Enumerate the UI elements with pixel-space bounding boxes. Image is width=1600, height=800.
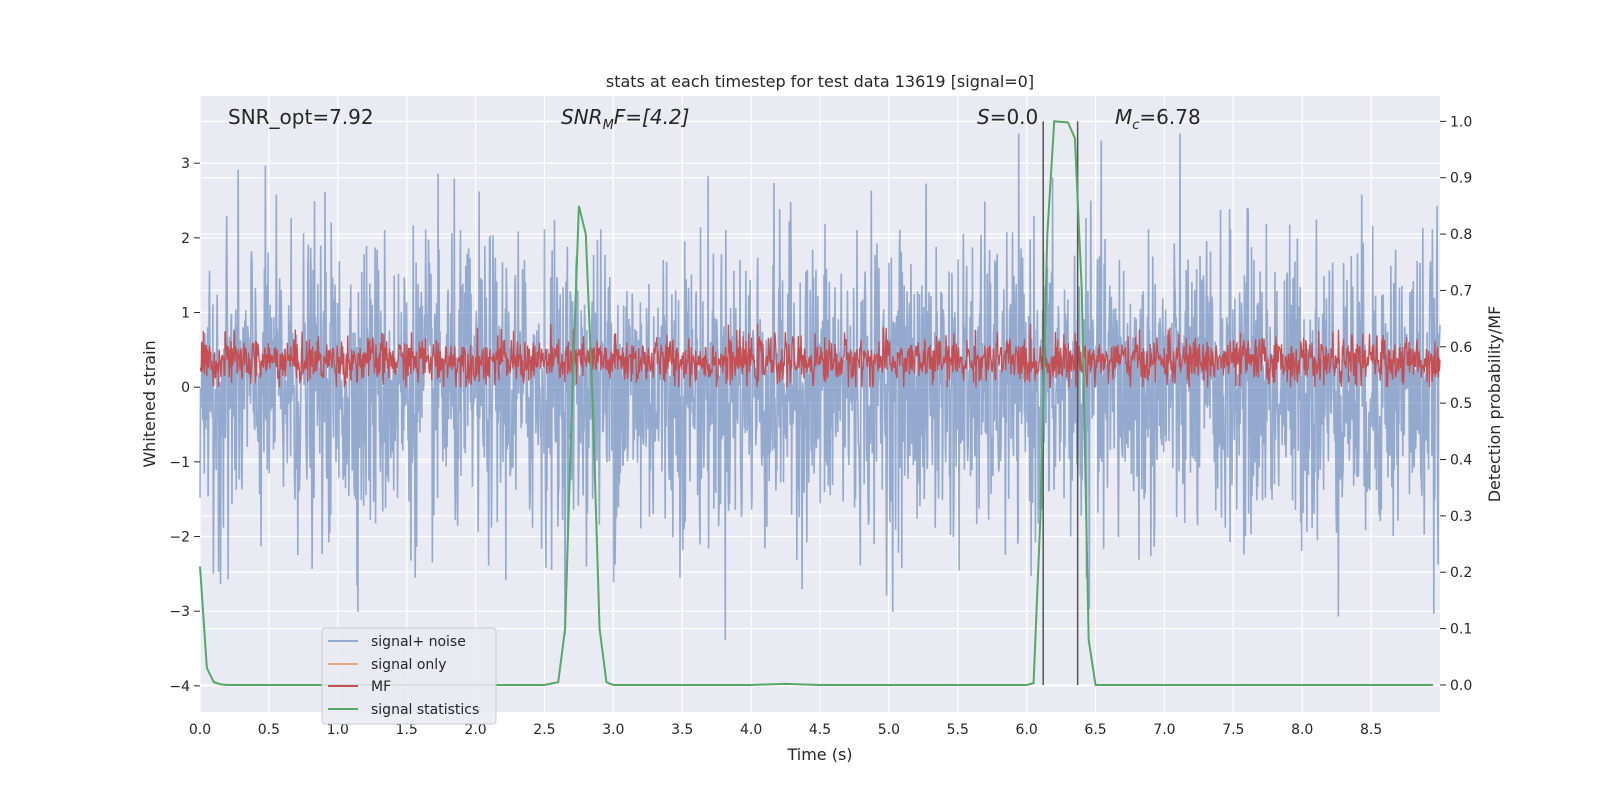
x-tick-label: 1.0 — [327, 722, 349, 738]
x-tick-label: 3.0 — [602, 722, 624, 738]
x-tick-labels: 0.0 0.5 1.0 1.5 2.0 2.5 3.0 3.5 4.0 4.5 5.0 5.5 6.0 6… — [189, 722, 1382, 738]
right-y-tick-label: 0.6 — [1450, 340, 1472, 356]
legend: signal+ noise signal only MF signal stat… — [321, 627, 497, 725]
legend-label-mf: MF — [371, 679, 391, 695]
legend-label-signal-noise: signal+ noise — [371, 634, 466, 650]
x-tick-label: 2.5 — [533, 722, 555, 738]
y-tick-label: −3 — [169, 604, 190, 620]
legend-label-signal-statistics: signal statistics — [371, 702, 479, 718]
annotation-mc-sub: c — [1132, 118, 1139, 133]
mf-line — [199, 323, 1441, 388]
right-y-tick-label: 0.9 — [1450, 171, 1472, 187]
series-signal-noise — [199, 133, 1441, 640]
y-tick-label: 0 — [181, 380, 190, 396]
x-tick-label: 0.5 — [258, 722, 280, 738]
right-y-tick-label: 1.0 — [1450, 114, 1472, 130]
y-tick-label: −2 — [169, 530, 190, 546]
right-y-tick-labels: 1.0 0.9 0.8 0.7 0.6 0.5 0.4 0.3 0.2 0.1 0.0 — [1440, 114, 1472, 694]
annotation-snr-mf: SNRMF=[4.2] — [561, 105, 689, 133]
x-tick-label: 4.0 — [740, 722, 762, 738]
x-tick-label: 1.5 — [396, 722, 418, 738]
right-y-tick-label: 0.7 — [1450, 283, 1472, 299]
y-tick-label: −1 — [169, 455, 190, 471]
x-tick-label: 8.0 — [1291, 722, 1313, 738]
x-tick-label: 5.0 — [878, 722, 900, 738]
annotation-mc: Mc=6.78 — [1115, 105, 1201, 133]
annotation-snr-mf-rest: F=[4.2] — [614, 105, 690, 129]
right-y-tick-label: 0.0 — [1450, 678, 1472, 694]
right-y-tick-label: 0.4 — [1450, 453, 1472, 469]
x-tick-label: 8.5 — [1360, 722, 1382, 738]
x-tick-label: 6.0 — [1016, 722, 1038, 738]
y-tick-label: 2 — [181, 231, 190, 247]
right-y-axis-label: Detection probability/MF — [1485, 306, 1504, 503]
annotation-s-rest: =0.0 — [990, 105, 1039, 129]
x-tick-label: 7.0 — [1153, 722, 1175, 738]
chart-title: stats at each timestep for test data 136… — [606, 72, 1034, 91]
annotation-s: S=0.0 — [977, 105, 1038, 129]
x-tick-label: 6.5 — [1084, 722, 1106, 738]
annotation-snr-mf-sub: M — [603, 118, 614, 133]
right-y-tick-label: 0.1 — [1450, 622, 1472, 638]
right-y-tick-label: 0.3 — [1450, 509, 1472, 525]
y-tick-label: 3 — [181, 156, 190, 172]
x-tick-label: 0.0 — [189, 722, 211, 738]
x-tick-label: 4.5 — [809, 722, 831, 738]
annotation-s-main: S — [977, 105, 990, 129]
x-tick-label: 7.5 — [1222, 722, 1244, 738]
annotation-snr-mf-main: SNR — [561, 105, 603, 129]
x-axis-label: Time (s) — [786, 745, 852, 764]
right-y-tick-label: 0.8 — [1450, 227, 1472, 243]
legend-box — [321, 627, 497, 725]
x-tick-label: 2.0 — [464, 722, 486, 738]
annotation-snr-opt: SNR_opt=7.92 — [228, 105, 374, 129]
right-y-tick-label: 0.2 — [1450, 565, 1472, 581]
y-tick-label: 1 — [181, 306, 190, 322]
x-tick-label: 5.5 — [947, 722, 969, 738]
y-tick-labels: 3 2 1 0 −1 −2 −3 −4 — [169, 156, 200, 695]
series-mf — [199, 323, 1441, 388]
legend-label-signal-only: signal only — [371, 657, 446, 673]
signal-noise-line — [199, 133, 1441, 640]
right-y-tick-label: 0.5 — [1450, 396, 1472, 412]
y-tick-label: −4 — [169, 679, 190, 695]
x-tick-label: 3.5 — [671, 722, 693, 738]
annotation-mc-main: M — [1115, 105, 1132, 129]
y-axis-label: Whitened strain — [140, 340, 159, 467]
annotation-mc-rest: =6.78 — [1139, 105, 1200, 129]
